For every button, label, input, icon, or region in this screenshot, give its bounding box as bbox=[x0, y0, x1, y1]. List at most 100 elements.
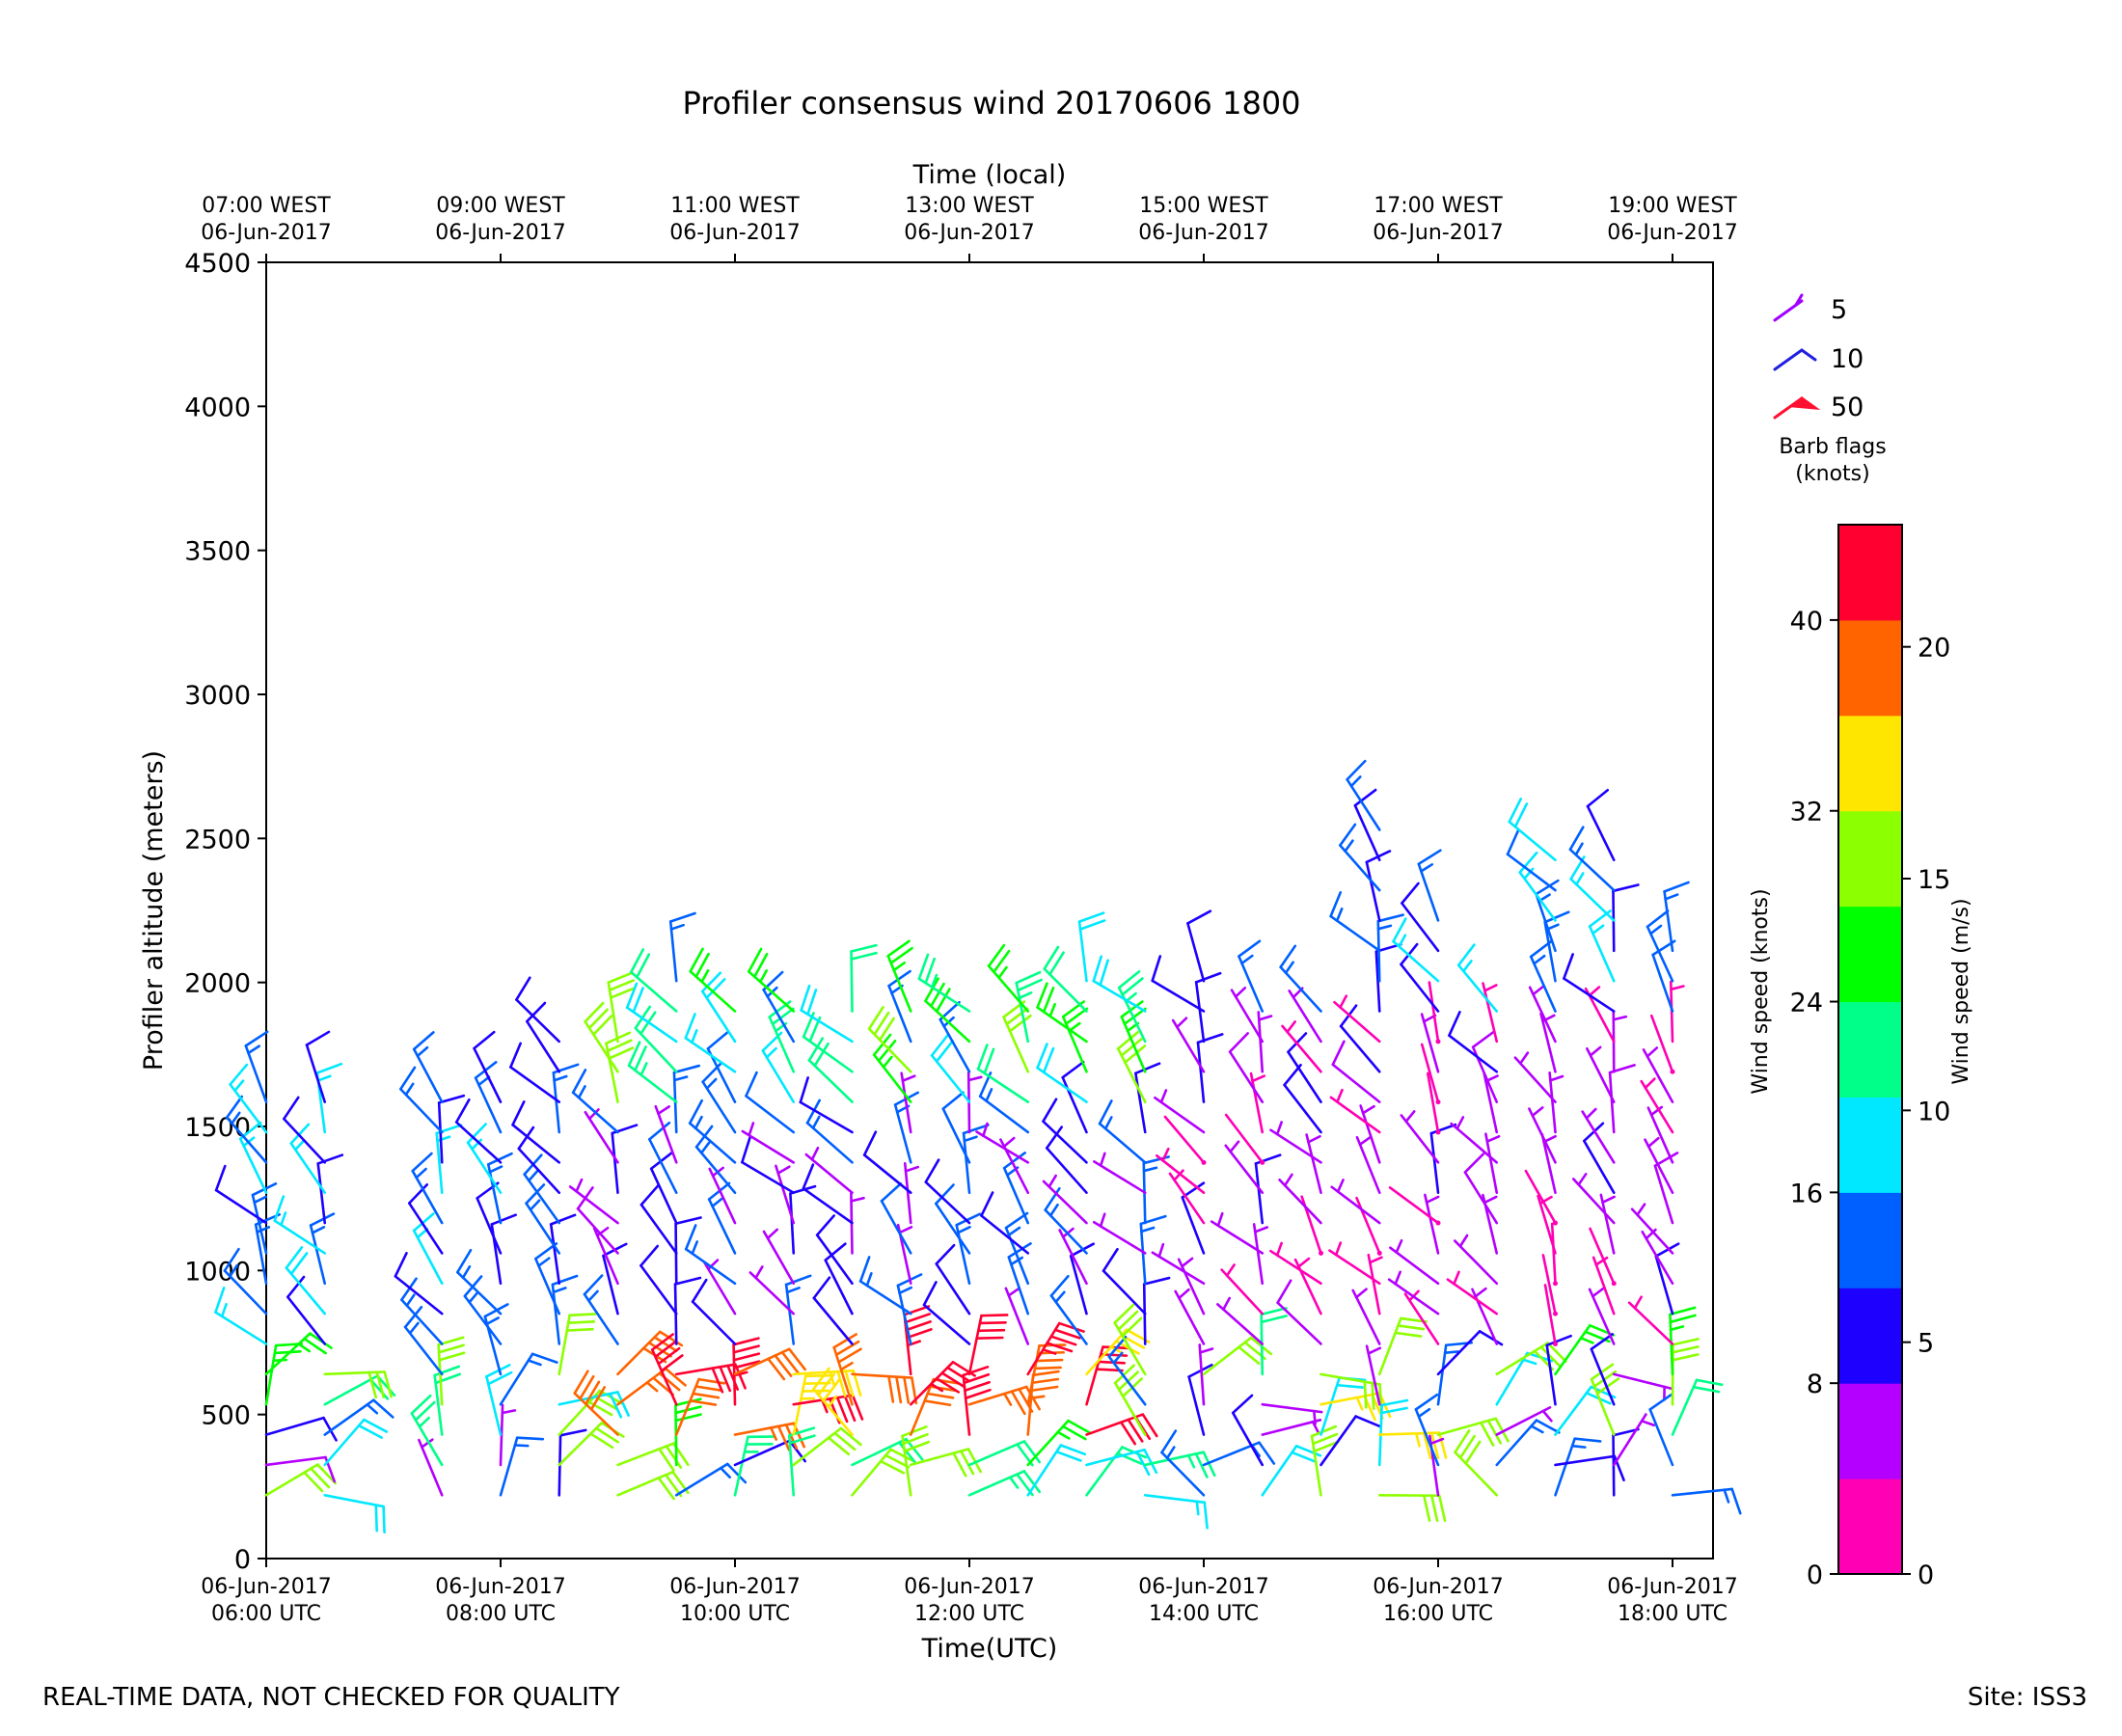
barb-full bbox=[566, 1320, 596, 1324]
barb-shaft bbox=[887, 984, 912, 1044]
barb-half bbox=[1157, 1242, 1165, 1259]
barb-half bbox=[1670, 985, 1685, 991]
barb-shaft bbox=[1641, 1230, 1674, 1286]
barb-half bbox=[1336, 1179, 1345, 1193]
barb-shaft bbox=[1401, 902, 1440, 953]
barb-shaft bbox=[549, 1223, 561, 1286]
wind-barb bbox=[592, 1226, 619, 1286]
barb-shaft bbox=[1339, 844, 1381, 892]
barb-half bbox=[1253, 1226, 1269, 1234]
barb-half bbox=[1723, 1488, 1730, 1504]
barb-full bbox=[1127, 1418, 1144, 1443]
wind-barb bbox=[1387, 1270, 1440, 1316]
barb-shaft bbox=[1163, 1115, 1206, 1164]
barb-shaft bbox=[1288, 990, 1322, 1044]
wind-barb bbox=[858, 1256, 912, 1316]
barb-shaft bbox=[1436, 1330, 1482, 1376]
barb-shaft bbox=[792, 1426, 843, 1467]
barb-shaft bbox=[437, 1101, 444, 1164]
x-axis-label: Time(UTC) bbox=[921, 1634, 1058, 1664]
barb-shaft bbox=[900, 1071, 912, 1134]
wind-barb bbox=[1036, 982, 1088, 1044]
barb-shaft bbox=[935, 1262, 971, 1316]
barb-half bbox=[1109, 1345, 1124, 1355]
barb-shaft bbox=[1518, 871, 1557, 922]
wind-barb bbox=[980, 1191, 1030, 1255]
x-tick-label-date: 06-Jun-2017 bbox=[435, 1575, 565, 1599]
wind-barb bbox=[485, 1364, 513, 1436]
wind-barb bbox=[872, 1033, 912, 1103]
wind-barb bbox=[214, 1287, 268, 1345]
barb-full bbox=[1563, 953, 1574, 980]
wind-barb bbox=[1069, 1242, 1096, 1316]
wind-barb bbox=[1187, 1363, 1213, 1436]
wind-barb bbox=[1151, 955, 1206, 1013]
wind-barb bbox=[1448, 1011, 1499, 1073]
barb-full bbox=[905, 1328, 933, 1340]
barb-half bbox=[963, 1135, 978, 1143]
barb-half bbox=[1570, 1444, 1587, 1449]
barb-shaft bbox=[1269, 1128, 1322, 1164]
barb-half bbox=[416, 1045, 429, 1058]
wind-barb bbox=[1537, 1194, 1557, 1255]
wind-barb bbox=[674, 1377, 726, 1436]
barb-full bbox=[1335, 1383, 1365, 1389]
barb-shaft bbox=[1540, 1132, 1557, 1194]
barb-half bbox=[553, 1074, 568, 1082]
top-tick-label-date: 06-Jun-2017 bbox=[1607, 221, 1737, 245]
barb-full bbox=[964, 1388, 992, 1400]
barb-half bbox=[1483, 1195, 1498, 1205]
wind-barb bbox=[1644, 1136, 1674, 1194]
wind-barb bbox=[1586, 788, 1616, 862]
wind-barb bbox=[689, 947, 737, 1013]
barb-full bbox=[584, 1001, 605, 1023]
barb-shaft bbox=[1194, 981, 1206, 1044]
barb-shaft bbox=[1581, 1110, 1616, 1164]
colorbar-segment bbox=[1838, 810, 1902, 908]
barb-shaft bbox=[1156, 1154, 1206, 1194]
barb-half bbox=[408, 1321, 420, 1335]
wind-barb bbox=[1429, 1123, 1457, 1194]
barb-shaft bbox=[1588, 925, 1616, 983]
wind-barb bbox=[824, 1242, 854, 1316]
wind-barb bbox=[733, 1347, 806, 1381]
barb-full bbox=[1033, 1366, 1062, 1370]
barb-shaft bbox=[305, 1044, 327, 1103]
barb-full bbox=[1471, 1030, 1495, 1049]
barb-half bbox=[700, 968, 710, 984]
barb-shaft bbox=[229, 1083, 268, 1134]
wind-barb bbox=[1648, 1393, 1674, 1467]
barb-shaft bbox=[1058, 1229, 1088, 1286]
barb-shaft bbox=[648, 1138, 678, 1194]
barb-shaft bbox=[812, 1387, 854, 1436]
barb-shaft bbox=[1351, 1288, 1381, 1345]
barb-full bbox=[1143, 1448, 1158, 1475]
barb-full bbox=[1692, 1385, 1721, 1394]
barb-half bbox=[1541, 1409, 1553, 1423]
wind-barb bbox=[909, 1361, 976, 1406]
wind-barb bbox=[1420, 1043, 1441, 1105]
barb-shaft bbox=[1113, 1321, 1147, 1376]
barb-full bbox=[978, 1321, 1007, 1325]
barb-shaft bbox=[568, 1185, 619, 1225]
barb-full bbox=[375, 1370, 386, 1398]
barb-shaft bbox=[1171, 1018, 1206, 1073]
barb-shaft bbox=[1085, 1446, 1124, 1497]
barb-full bbox=[1518, 851, 1538, 874]
barb-full bbox=[706, 1030, 729, 1050]
barb-shaft bbox=[1002, 1166, 1030, 1225]
wind-barb bbox=[571, 1069, 619, 1134]
barb-full bbox=[303, 1337, 327, 1355]
barb-full bbox=[403, 1305, 423, 1329]
barb-half bbox=[691, 1029, 698, 1044]
wind-barb bbox=[1495, 1406, 1553, 1436]
barb-full bbox=[1098, 1099, 1113, 1126]
wind-barb bbox=[702, 1259, 737, 1316]
wind-barb bbox=[1529, 939, 1557, 1013]
barb-full bbox=[1663, 881, 1690, 893]
wind-barb bbox=[1194, 971, 1222, 1044]
barb-full bbox=[412, 1031, 435, 1051]
barb-full bbox=[993, 949, 1011, 974]
barb-full bbox=[1669, 1306, 1697, 1316]
barb-half bbox=[1455, 1116, 1465, 1130]
